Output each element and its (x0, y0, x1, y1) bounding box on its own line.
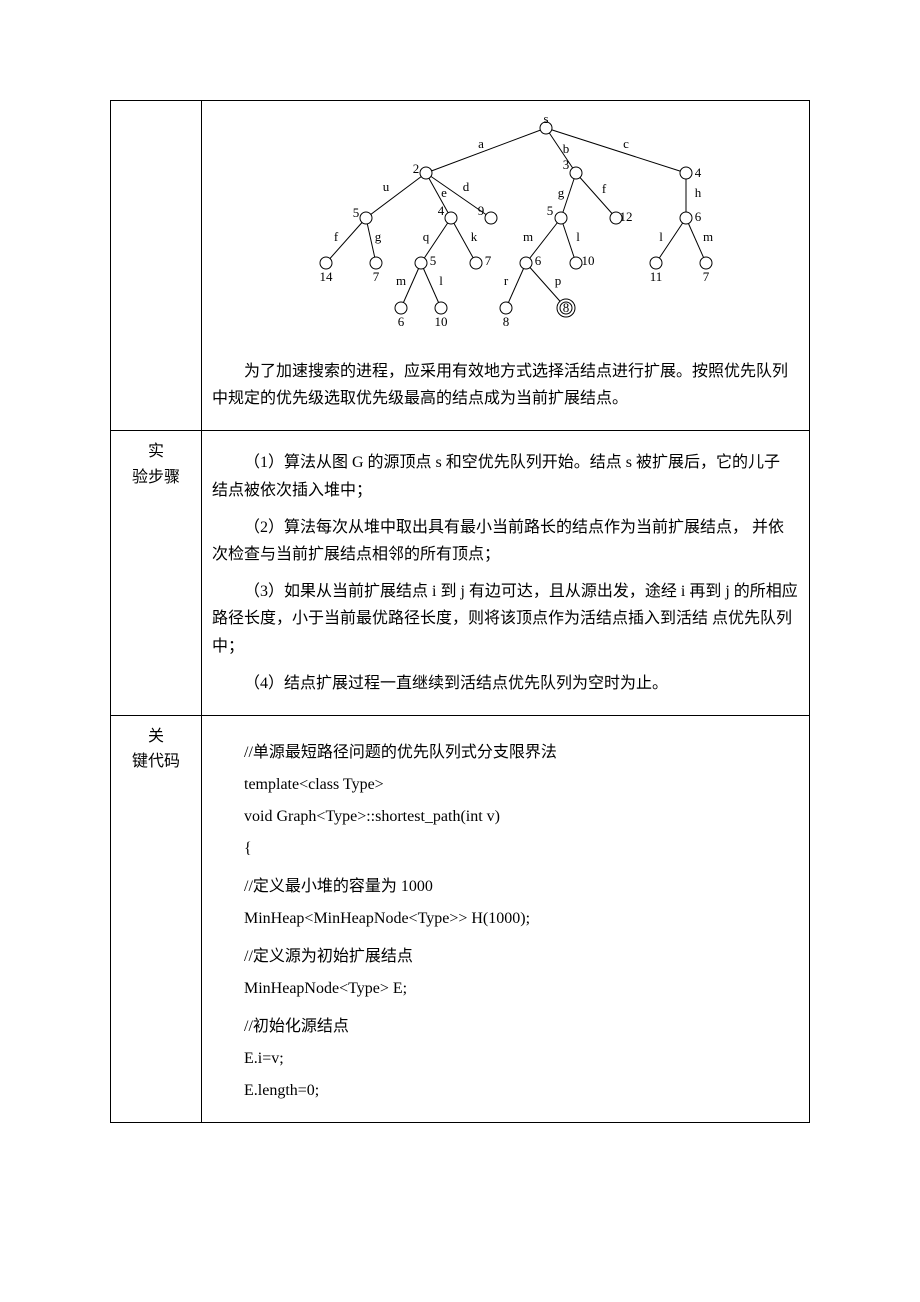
tree-svg: abcuedgfhfgqkmllmmlrps234549512614757610… (266, 113, 746, 338)
svg-text:u: u (382, 179, 389, 194)
svg-text:r: r (503, 273, 508, 288)
code-line: //定义最小堆的容量为 1000 (212, 872, 799, 896)
svg-text:4: 4 (694, 165, 701, 180)
svg-text:f: f (333, 229, 338, 244)
code-line: template<class Type> (212, 776, 799, 794)
svg-text:3: 3 (562, 157, 569, 172)
svg-text:10: 10 (581, 253, 594, 268)
svg-text:4: 4 (437, 203, 444, 218)
document-table: abcuedgfhfgqkmllmmlrps234549512614757610… (110, 100, 810, 1123)
svg-text:s: s (543, 113, 548, 126)
svg-text:7: 7 (484, 253, 491, 268)
row1-label-cell (111, 101, 202, 431)
step1: （1）算法从图 G 的源顶点 s 和空优先队列开始。结点 s 被扩展后，它的儿子… (212, 449, 799, 503)
code-line: E.i=v; (212, 1050, 799, 1068)
svg-text:14: 14 (319, 269, 333, 284)
step4: （4）结点扩展过程一直继续到活结点优先队列为空时为止。 (212, 670, 799, 697)
svg-text:5: 5 (546, 203, 553, 218)
svg-text:c: c (623, 136, 629, 151)
code-line: { (212, 840, 799, 858)
svg-text:11: 11 (649, 269, 662, 284)
svg-text:l: l (439, 273, 443, 288)
row3-content-cell: //单源最短路径问题的优先队列式分支限界法 template<class Type… (202, 715, 810, 1122)
svg-text:8: 8 (562, 300, 569, 315)
svg-text:9: 9 (477, 203, 484, 218)
svg-text:5: 5 (352, 205, 359, 220)
code-block: //单源最短路径问题的优先队列式分支限界法 template<class Type… (212, 738, 799, 1100)
svg-text:6: 6 (397, 314, 404, 329)
svg-text:5: 5 (429, 253, 436, 268)
svg-text:a: a (478, 136, 484, 151)
code-line: MinHeap<MinHeapNode<Type>> H(1000); (212, 910, 799, 928)
svg-text:m: m (395, 273, 405, 288)
row2-label-1: 实 (148, 443, 164, 460)
svg-text:l: l (576, 229, 580, 244)
svg-text:7: 7 (372, 269, 379, 284)
step2: （2）算法每次从堆中取出具有最小当前路长的结点作为当前扩展结点， 并依 次检查与… (212, 514, 799, 568)
code-line: //初始化源结点 (212, 1012, 799, 1036)
svg-text:q: q (422, 229, 429, 244)
code-line: E.length=0; (212, 1082, 799, 1100)
row3-label-1: 关 (148, 728, 164, 745)
svg-text:k: k (470, 229, 477, 244)
svg-text:12: 12 (619, 209, 632, 224)
svg-text:f: f (601, 181, 606, 196)
svg-text:m: m (522, 229, 532, 244)
svg-text:d: d (462, 179, 469, 194)
step3: （3）如果从当前扩展结点 i 到 j 有边可达，且从源出发，途经 i 再到 j … (212, 578, 799, 660)
svg-text:b: b (562, 141, 569, 156)
row1-content-cell: abcuedgfhfgqkmllmmlrps234549512614757610… (202, 101, 810, 431)
svg-text:10: 10 (434, 314, 447, 329)
code-line: void Graph<Type>::shortest_path(int v) (212, 808, 799, 826)
svg-text:p: p (554, 273, 561, 288)
svg-text:l: l (659, 229, 663, 244)
row1-summary: 为了加速搜索的进程，应采用有效地方式选择活结点进行扩展。按照优先队列中规定的优先… (212, 358, 799, 412)
row2-label-cell: 实 验步骤 (111, 431, 202, 716)
code-line: //单源最短路径问题的优先队列式分支限界法 (212, 738, 799, 762)
svg-text:7: 7 (702, 269, 709, 284)
svg-text:g: g (374, 229, 381, 244)
svg-text:g: g (557, 185, 564, 200)
code-line: //定义源为初始扩展结点 (212, 942, 799, 966)
svg-text:m: m (702, 229, 712, 244)
svg-text:6: 6 (534, 253, 541, 268)
svg-text:6: 6 (694, 209, 701, 224)
tree-diagram: abcuedgfhfgqkmllmmlrps234549512614757610… (212, 109, 799, 348)
code-line: MinHeapNode<Type> E; (212, 980, 799, 998)
row2-content-cell: （1）算法从图 G 的源顶点 s 和空优先队列开始。结点 s 被扩展后，它的儿子… (202, 431, 810, 716)
row2-label-2: 验步骤 (132, 469, 180, 486)
row3-label-cell: 关 键代码 (111, 715, 202, 1122)
svg-text:h: h (694, 185, 701, 200)
svg-text:8: 8 (502, 314, 509, 329)
svg-text:2: 2 (412, 161, 419, 176)
row3-label-2: 键代码 (132, 753, 180, 770)
